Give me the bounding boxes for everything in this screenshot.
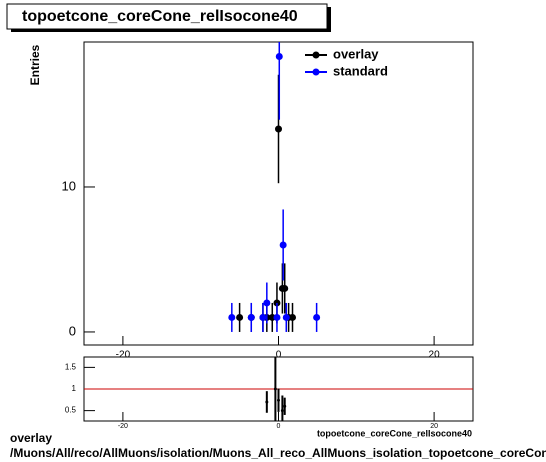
x-tick-label: 0	[277, 423, 281, 430]
y-tick-label: 1	[72, 384, 77, 393]
data-point	[282, 313, 290, 321]
legend-swatch	[312, 51, 320, 59]
y-tick-label: 1.5	[65, 362, 77, 371]
data-point	[263, 299, 271, 307]
y-tick-label: 0.5	[65, 406, 77, 415]
x-axis-label: topoetcone_coreCone_relIsocone40	[317, 428, 472, 438]
data-point	[247, 313, 255, 321]
footer-line: /Muons/All/reco/AllMuons/isolation/Muons…	[10, 446, 546, 460]
data-point	[273, 387, 277, 391]
chart-title: topoetcone_coreCone_relIsocone40	[22, 8, 298, 25]
data-point	[275, 125, 282, 133]
legend-swatch	[312, 68, 320, 76]
title-box	[6, 3, 328, 30]
data-point	[277, 398, 280, 402]
data-point	[236, 313, 244, 321]
y-tick-label: 0	[69, 323, 76, 338]
data-point	[228, 313, 236, 321]
data-point	[289, 313, 297, 321]
x-tick-label: 20	[430, 423, 438, 430]
data-point	[273, 313, 281, 321]
data-point	[280, 409, 284, 413]
legend-label: overlay	[333, 46, 379, 61]
data-point	[281, 284, 289, 292]
data-point	[275, 52, 283, 60]
data-point	[265, 400, 269, 404]
x-tick-label: -20	[116, 350, 131, 361]
y-tick-label: 10	[62, 178, 76, 193]
data-point	[313, 313, 321, 321]
x-tick-label: -20	[118, 423, 128, 430]
x-tick-label: 20	[429, 350, 441, 361]
footer-line: overlay	[10, 431, 52, 445]
y-axis-label: Entries	[28, 44, 42, 85]
data-point	[279, 241, 287, 249]
data-point	[283, 404, 287, 408]
data-point	[259, 313, 267, 321]
x-tick-label: 0	[276, 350, 282, 361]
legend-label: standard	[333, 63, 388, 78]
